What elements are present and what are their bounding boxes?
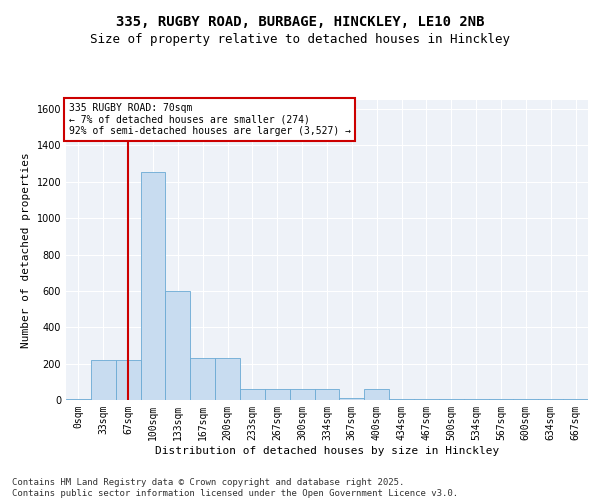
Bar — [464, 399, 488, 400]
Bar — [563, 399, 588, 400]
Bar — [290, 389, 314, 400]
Bar — [389, 399, 414, 400]
Text: 335 RUGBY ROAD: 70sqm
← 7% of detached houses are smaller (274)
92% of semi-deta: 335 RUGBY ROAD: 70sqm ← 7% of detached h… — [68, 103, 350, 136]
Bar — [265, 389, 290, 400]
Text: 335, RUGBY ROAD, BURBAGE, HINCKLEY, LE10 2NB: 335, RUGBY ROAD, BURBAGE, HINCKLEY, LE10… — [116, 15, 484, 29]
Bar — [215, 358, 240, 400]
X-axis label: Distribution of detached houses by size in Hinckley: Distribution of detached houses by size … — [155, 446, 499, 456]
Bar — [364, 389, 389, 400]
Bar — [439, 399, 464, 400]
Bar — [140, 172, 166, 400]
Bar — [240, 389, 265, 400]
Bar — [166, 291, 190, 400]
Bar — [514, 399, 538, 400]
Y-axis label: Number of detached properties: Number of detached properties — [21, 152, 31, 348]
Bar — [116, 360, 140, 400]
Bar — [190, 358, 215, 400]
Bar — [538, 399, 563, 400]
Bar — [488, 399, 514, 400]
Bar — [66, 399, 91, 400]
Bar — [314, 389, 340, 400]
Text: Contains HM Land Registry data © Crown copyright and database right 2025.
Contai: Contains HM Land Registry data © Crown c… — [12, 478, 458, 498]
Text: Size of property relative to detached houses in Hinckley: Size of property relative to detached ho… — [90, 32, 510, 46]
Bar — [414, 399, 439, 400]
Bar — [91, 360, 116, 400]
Bar — [340, 398, 364, 400]
